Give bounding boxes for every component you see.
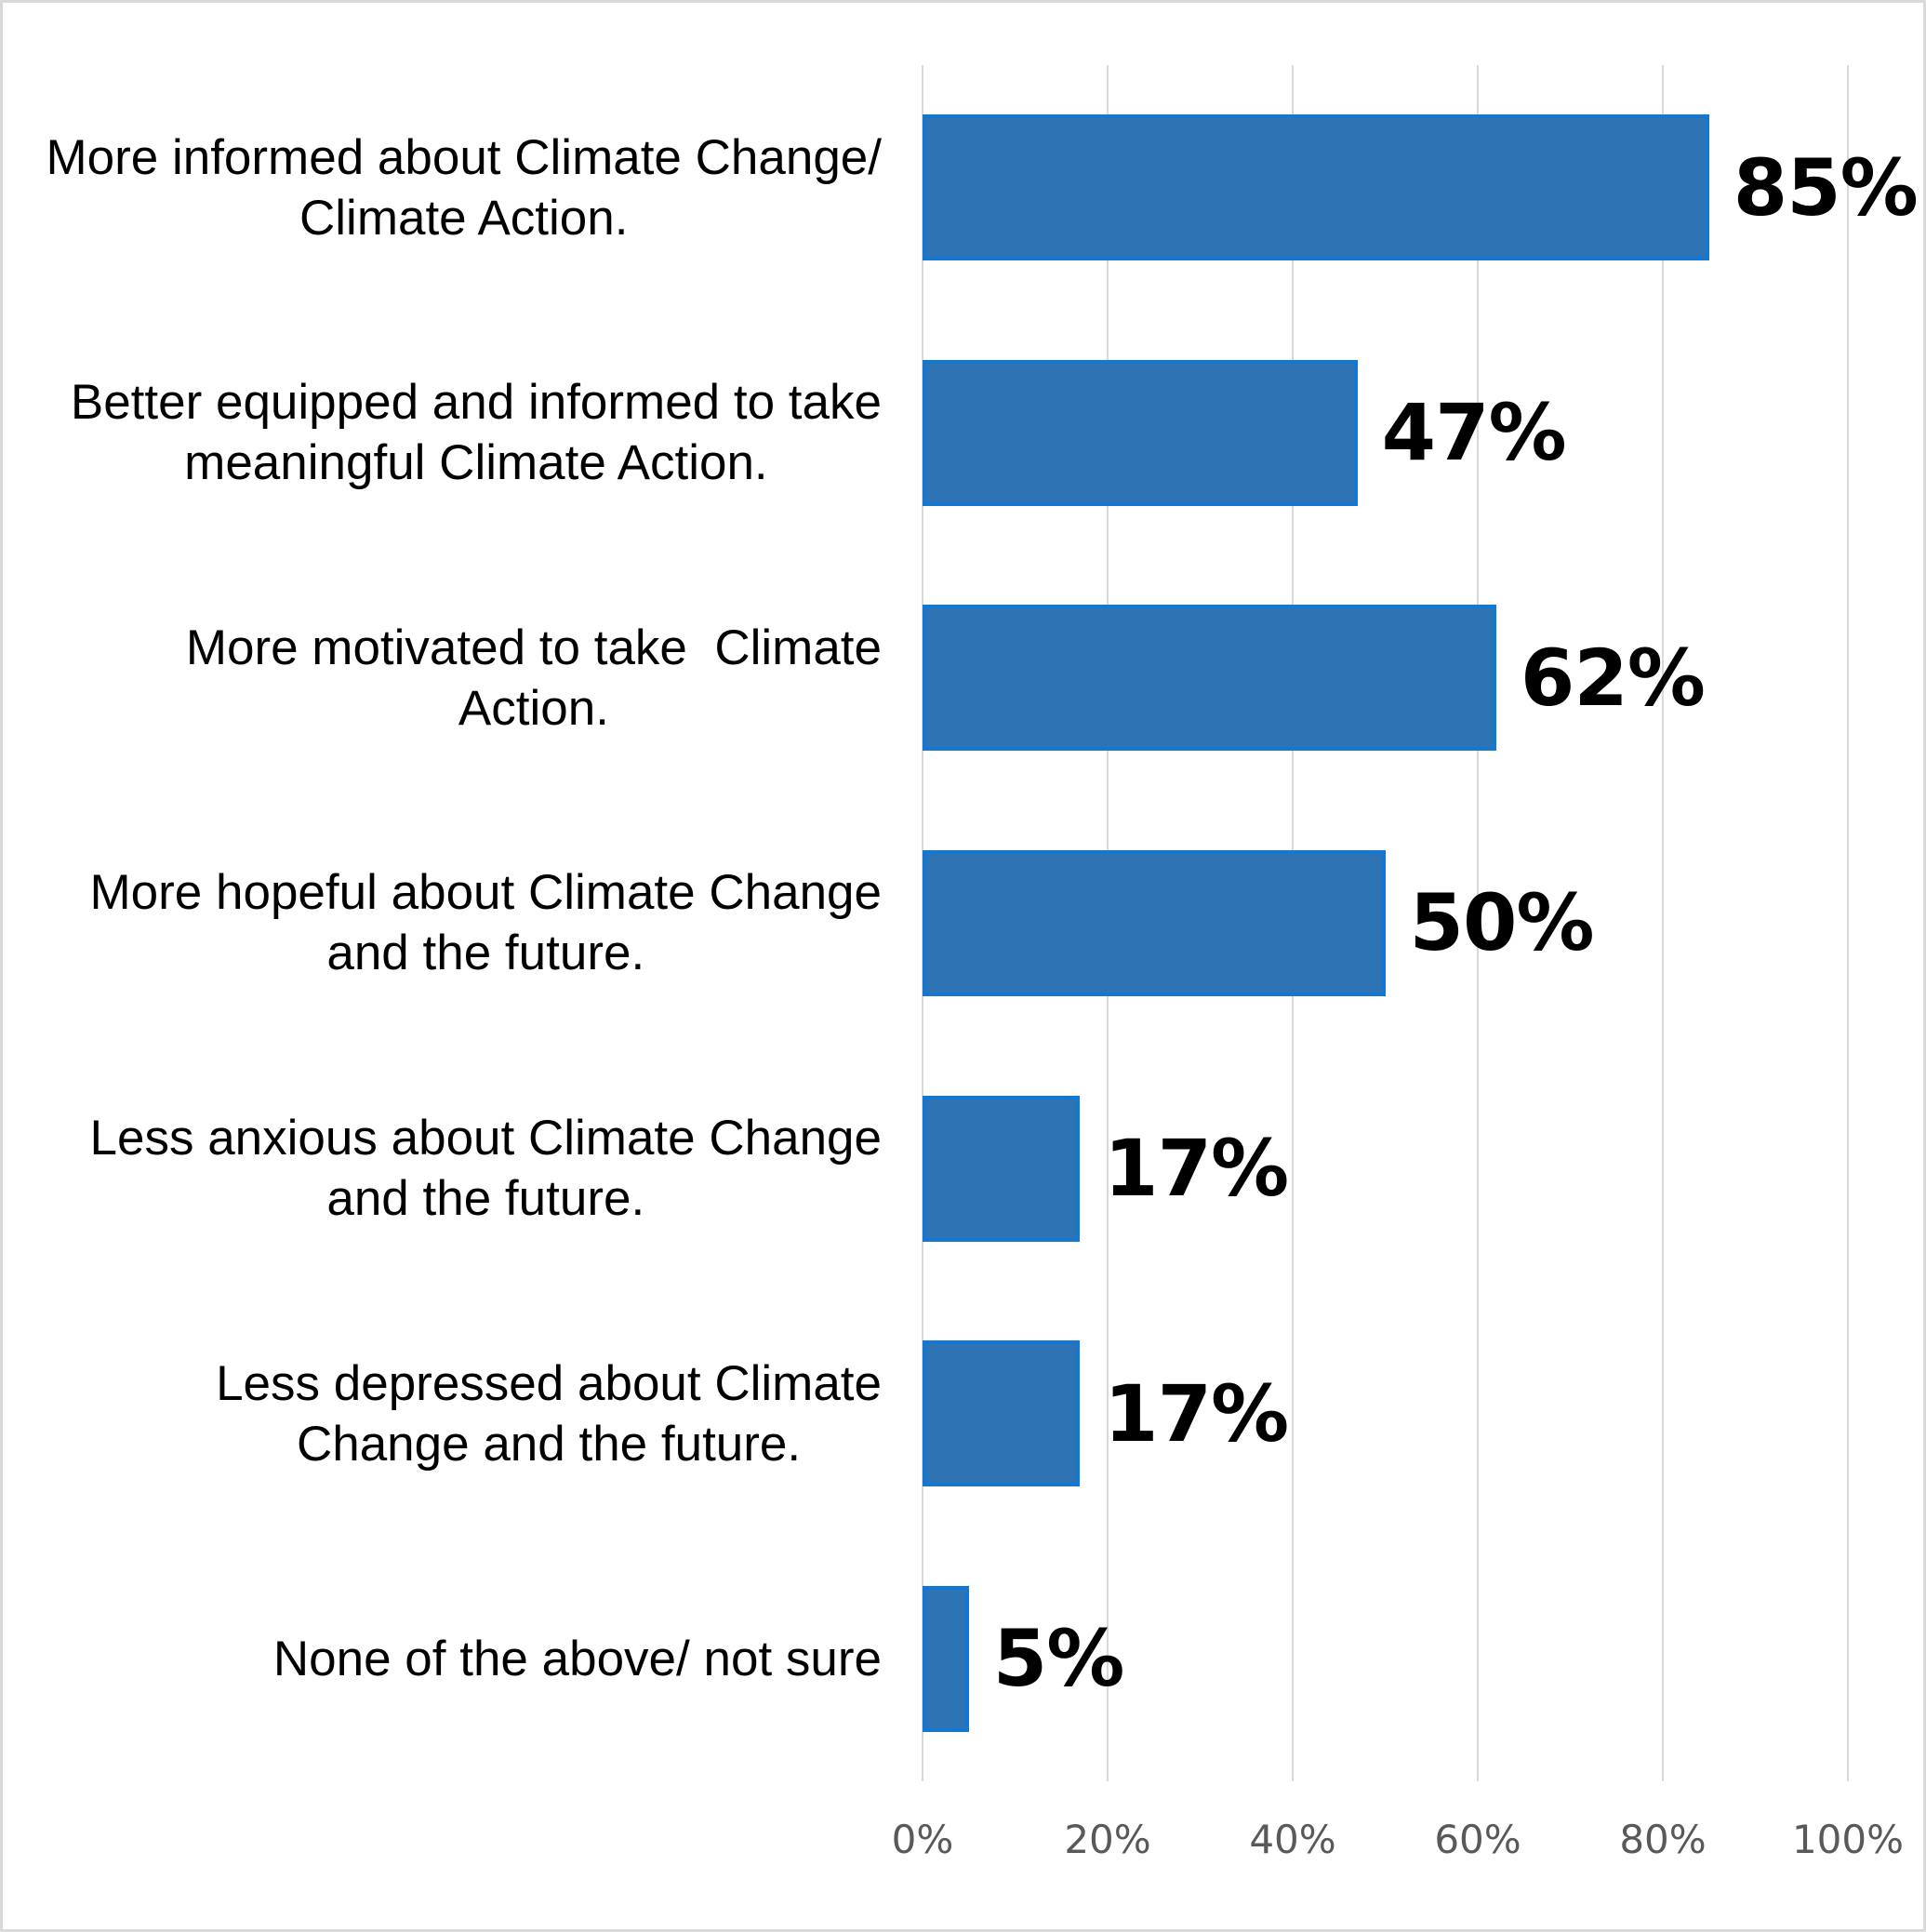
category-label: More hopeful about Climate Change and the… (3, 801, 882, 1046)
bar (923, 114, 1709, 261)
category-label: More informed about Climate Change/Clima… (3, 65, 882, 311)
value-label: 5% (992, 1613, 1125, 1705)
category-label-line: More hopeful about Climate Change (89, 865, 882, 921)
x-axis-tick-label: 0% (891, 1817, 954, 1862)
category-label-line: and the future. (326, 926, 645, 981)
category-label-line: Better equipped and informed to take (70, 375, 882, 431)
category-label-line: and the future. (326, 1171, 645, 1227)
x-axis-tick-label: 80% (1619, 1817, 1707, 1862)
category-label-text: More informed about Climate Change/Clima… (46, 127, 882, 248)
value-label: 17% (1104, 1367, 1289, 1459)
category-label-line: More motivated to take Climate (185, 620, 882, 675)
gridline (1662, 65, 1664, 1781)
gridline (1847, 65, 1849, 1781)
category-label: Better equipped and informed to take mean… (3, 311, 882, 556)
x-axis-tick-label: 20% (1064, 1817, 1151, 1862)
category-label-line: Action. (458, 680, 609, 736)
category-label-line: Climate Action. (299, 190, 629, 246)
bar (923, 605, 1496, 752)
x-axis-tick-label: 40% (1249, 1817, 1336, 1862)
bar (923, 850, 1386, 996)
x-axis-tick-label: 60% (1434, 1817, 1521, 1862)
category-label-text: More hopeful about Climate Change and the… (90, 862, 882, 983)
category-label-line: Change and the future. (296, 1416, 802, 1472)
category-label-text: Less depressed about Climate Change and t… (216, 1353, 882, 1474)
category-label: Less anxious about Climate Change and the… (3, 1046, 882, 1291)
bar (923, 1340, 1081, 1487)
category-label: Less depressed about Climate Change and t… (3, 1291, 882, 1537)
value-label: 85% (1733, 141, 1919, 233)
gridline (1477, 65, 1479, 1781)
category-label-line: None of the above/ not sure (272, 1631, 882, 1686)
value-label: 62% (1520, 632, 1706, 724)
category-label: None of the above/ not sure (3, 1536, 882, 1781)
category-label-text: Less anxious about Climate Change and the… (90, 1108, 882, 1229)
category-label-text: More motivated to take Climate Action. (186, 618, 882, 739)
bar (923, 1585, 969, 1732)
x-axis-tick-label: 100% (1791, 1817, 1905, 1862)
category-label-text: None of the above/ not sure (273, 1629, 882, 1689)
category-label-line: meaningful Climate Action. (184, 435, 768, 491)
category-label-line: More informed about Climate Change/ (46, 129, 882, 185)
category-label: More motivated to take Climate Action. (3, 555, 882, 801)
bar (923, 1095, 1081, 1242)
bar (923, 359, 1358, 506)
value-label: 50% (1409, 877, 1595, 969)
category-label-line: Less anxious about Climate Change (89, 1111, 882, 1166)
category-label-text: Better equipped and informed to take mean… (71, 372, 882, 493)
category-label-line: Less depressed about Climate (216, 1355, 882, 1411)
value-label: 47% (1381, 387, 1567, 479)
value-label: 17% (1104, 1123, 1289, 1215)
